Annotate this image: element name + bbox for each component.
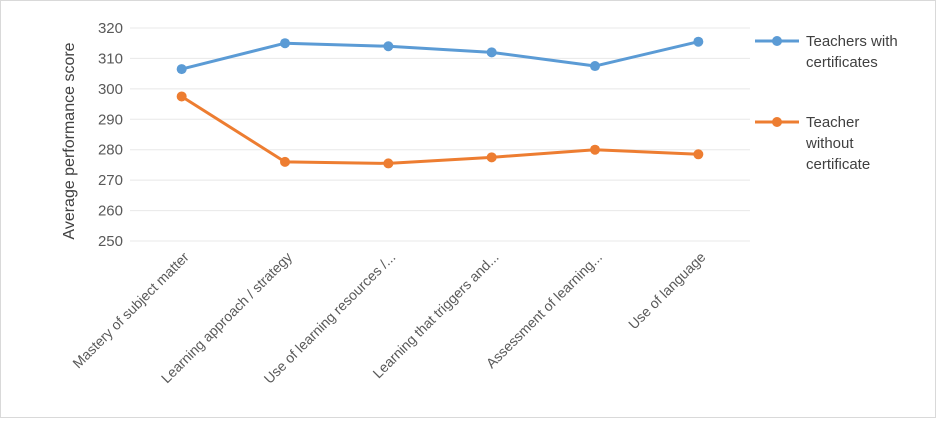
- data-point: [383, 41, 394, 52]
- data-point: [693, 36, 704, 47]
- y-tick-label: 260: [98, 203, 123, 220]
- legend-label: without: [805, 135, 854, 152]
- y-tick-label: 280: [98, 142, 123, 159]
- data-point: [693, 149, 704, 160]
- y-axis-label: Average performance score: [61, 42, 78, 239]
- data-point: [590, 144, 600, 155]
- legend-item-2: Teacher without certificate: [755, 114, 870, 173]
- legend-label: certificate: [806, 156, 870, 173]
- legend: Teachers with certificates Teacher without c…: [755, 33, 898, 173]
- series-line: [181, 40, 699, 71]
- y-tick-label: 250: [98, 233, 123, 250]
- y-tick-label: 320: [98, 20, 123, 37]
- y-tick-label: 310: [98, 50, 123, 67]
- legend-label: certificates: [806, 54, 878, 71]
- series-1: [176, 36, 704, 75]
- y-tick-label: 290: [98, 111, 123, 128]
- legend-swatch-marker: [772, 117, 782, 127]
- y-axis-ticks: 250 260 270 280 290 300 310 320: [98, 20, 123, 250]
- gridlines: [130, 27, 750, 242]
- data-point: [176, 64, 187, 75]
- data-point: [590, 61, 600, 72]
- data-point: [280, 38, 290, 49]
- data-point: [383, 158, 394, 169]
- data-point: [486, 152, 497, 163]
- data-point: [176, 91, 187, 102]
- y-tick-label: 270: [98, 172, 123, 189]
- data-point: [280, 156, 290, 167]
- legend-item-1: Teachers with certificates: [755, 33, 898, 71]
- legend-label: Teacher: [806, 114, 859, 131]
- legend-swatch-marker: [772, 36, 782, 46]
- series: [176, 36, 704, 169]
- data-point: [486, 47, 497, 58]
- series-2: [176, 91, 704, 169]
- series-line: [180, 95, 699, 165]
- y-tick-label: 300: [98, 81, 123, 98]
- legend-label: Teachers with: [806, 33, 898, 50]
